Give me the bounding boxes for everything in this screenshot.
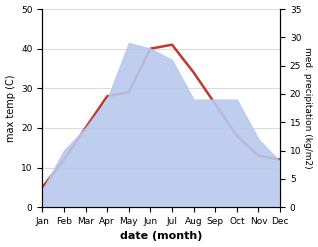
Y-axis label: med. precipitation (kg/m2): med. precipitation (kg/m2) xyxy=(303,47,313,169)
X-axis label: date (month): date (month) xyxy=(120,231,203,242)
Y-axis label: max temp (C): max temp (C) xyxy=(5,74,16,142)
